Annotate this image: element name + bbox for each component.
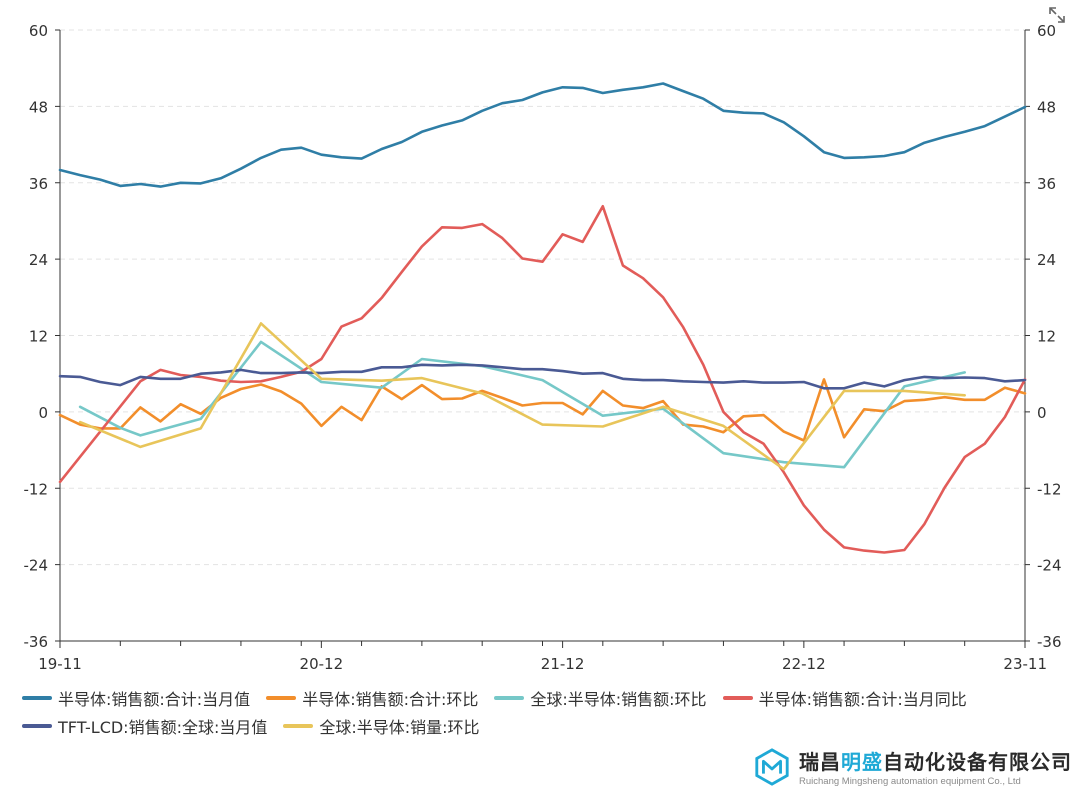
y2-tick-label: 12 xyxy=(1037,328,1056,346)
brand-subtitle: Ruichang Mingsheng automation equipment … xyxy=(799,776,1021,787)
y2-tick-label: 0 xyxy=(1037,404,1047,422)
legend-swatch xyxy=(494,696,525,700)
legend-swatch xyxy=(722,696,753,700)
legend-label: 全球:半导体:销量:环比 xyxy=(319,718,480,737)
x-tick-label: 21-12 xyxy=(541,655,585,673)
y-tick-label: -24 xyxy=(24,557,49,575)
legend-row-2: TFT-LCD:销售额:全球:当月值 全球:半导体:销量:环比 xyxy=(22,712,1072,740)
brand-watermark: 瑞昌明盛自动化设备有限公司 Ruichang Mingsheng automat… xyxy=(753,746,1072,787)
y-tick-label: 36 xyxy=(29,175,48,193)
y-tick-label: 48 xyxy=(29,98,48,116)
brand-text: 瑞昌明盛自动化设备有限公司 Ruichang Mingsheng automat… xyxy=(799,746,1072,787)
legend-swatch xyxy=(266,696,297,700)
series-line xyxy=(58,363,1027,390)
legend-item[interactable]: 半导体:销售额:合计:当月值 xyxy=(22,686,250,710)
x-tick-label: 19-11 xyxy=(38,655,82,673)
y2-tick-label: -24 xyxy=(1037,557,1062,575)
y2-tick-label: 60 xyxy=(1037,22,1056,40)
y-tick-label: -36 xyxy=(24,633,49,651)
x-tick-label: 23-11 xyxy=(1003,655,1047,673)
legend-label: 半导体:销售额:合计:当月值 xyxy=(58,690,251,709)
legend-item[interactable]: 全球:半导体:销量:环比 xyxy=(283,714,480,738)
x-tick-label: 20-12 xyxy=(300,655,344,673)
brand-name: 瑞昌明盛自动化设备有限公司 xyxy=(799,746,1072,775)
y-tick-label: 60 xyxy=(29,22,48,40)
legend-item[interactable]: 全球:半导体:销售额:环比 xyxy=(494,686,707,710)
legend-item[interactable]: 半导体:销售额:合计:当月同比 xyxy=(722,686,967,710)
chart-area: 60 60 48 48 36 36 24 24 12 12 0 0 -12 -12 -24 -24 -36 -36… xyxy=(24,22,1062,673)
series-lines xyxy=(58,82,1027,554)
brand-name-part2: 自动化设备有限公司 xyxy=(883,750,1072,774)
legend: 半导体:销售额:合计:当月值 半导体:销售额:合计:环比 全球:半导体:销售额:… xyxy=(22,684,1072,740)
legend-label: TFT-LCD:销售额:全球:当月值 xyxy=(58,718,268,737)
legend-label: 半导体:销售额:合计:当月同比 xyxy=(758,690,967,709)
legend-label: 半导体:销售额:合计:环比 xyxy=(302,690,479,709)
y-tick-label: 0 xyxy=(38,404,48,422)
y-tick-label: -12 xyxy=(24,480,49,498)
hexagon-m-logo-icon xyxy=(755,747,789,786)
series-line xyxy=(58,82,1027,188)
legend-swatch xyxy=(22,724,52,728)
legend-row-1: 半导体:销售额:合计:当月值 半导体:销售额:合计:环比 全球:半导体:销售额:… xyxy=(22,684,1072,712)
series-line xyxy=(58,205,1027,554)
legend-swatch xyxy=(283,724,314,728)
tick-labels: 60 60 48 48 36 36 24 24 12 12 0 0 -12 -12 -24 -24 -36 -36… xyxy=(24,22,1062,673)
legend-item[interactable]: 半导体:销售额:合计:环比 xyxy=(266,686,478,710)
legend-swatch xyxy=(22,696,52,700)
y2-tick-label: 24 xyxy=(1037,251,1056,269)
y-tick-label: 24 xyxy=(29,251,48,269)
y2-tick-label: 36 xyxy=(1037,175,1056,193)
y2-tick-label: 48 xyxy=(1037,98,1056,116)
brand-name-part1: 瑞昌 xyxy=(799,750,841,774)
grid-lines xyxy=(60,29,1025,566)
legend-label: 全球:半导体:销售额:环比 xyxy=(530,690,707,709)
y2-tick-label: -12 xyxy=(1037,480,1062,498)
series-line xyxy=(78,322,966,471)
y-tick-label: 12 xyxy=(29,328,48,346)
series-line xyxy=(58,378,1027,442)
axes xyxy=(55,29,1030,648)
brand-name-highlight: 明盛 xyxy=(841,750,883,774)
y2-tick-label: -36 xyxy=(1037,633,1062,651)
legend-item[interactable]: TFT-LCD:销售额:全球:当月值 xyxy=(22,714,267,738)
x-tick-label: 22-12 xyxy=(782,655,826,673)
expand-icon[interactable] xyxy=(1048,6,1066,24)
